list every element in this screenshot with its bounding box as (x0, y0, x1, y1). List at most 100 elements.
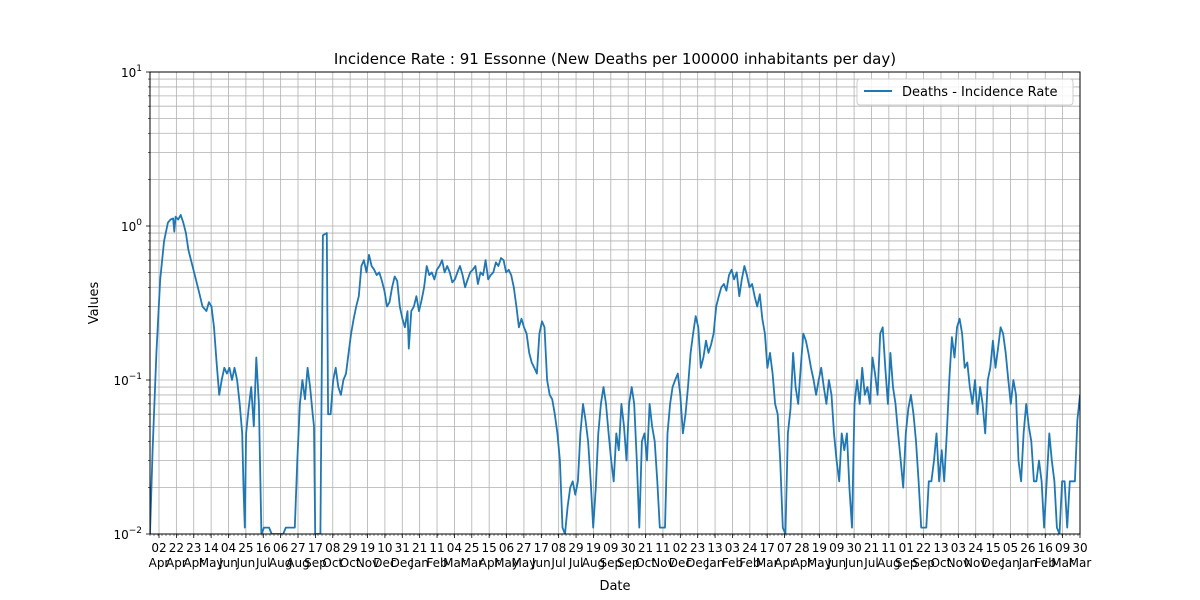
x-tick-day: 17 (534, 541, 549, 555)
x-tick-month: Apr (792, 556, 813, 570)
x-tick-day: 11 (881, 541, 896, 555)
x-tick-month: Oct (931, 556, 952, 570)
x-tick-month: Sep (912, 556, 935, 570)
x-tick-month: Jun (218, 556, 238, 570)
x-tick-day: 06 (499, 541, 514, 555)
x-tick-day: 04 (447, 541, 462, 555)
x-tick-month: Jul (568, 556, 583, 570)
series-line-deaths-incidence-rate (150, 214, 1080, 534)
x-tick-month: May (512, 556, 537, 570)
x-tick-day: 07 (777, 541, 792, 555)
x-tick-month: Sep (599, 556, 622, 570)
x-tick-day: 06 (273, 541, 288, 555)
x-tick-month: Feb (426, 556, 447, 570)
x-tick-day: 19 (360, 541, 375, 555)
x-tick-day: 24 (968, 541, 983, 555)
x-tick-month: Sep (895, 556, 918, 570)
x-tick-day: 05 (1003, 541, 1018, 555)
x-tick-day: 02 (151, 541, 166, 555)
x-tick-day: 09 (603, 541, 618, 555)
x-axis-ticks: 02Apr22Apr23Apr14May04Jun25Jun16Jul06Aug… (149, 534, 1091, 570)
x-tick-month: Sep (304, 556, 327, 570)
x-tick-month: Dec (686, 556, 709, 570)
x-tick-month: Nov (964, 556, 987, 570)
legend: Deaths - Incidence Rate (856, 78, 1074, 106)
x-tick-day: 29 (343, 541, 358, 555)
x-axis-label: Date (599, 579, 630, 594)
x-tick-month: Dec (391, 556, 414, 570)
x-tick-month: Mar (443, 556, 466, 570)
x-tick-month: Sep (617, 556, 640, 570)
x-tick-month: Jul (863, 556, 878, 570)
x-tick-day: 22 (169, 541, 184, 555)
y-tick-exponent: −2 (129, 526, 142, 536)
x-tick-day: 26 (1020, 541, 1035, 555)
x-tick-day: 30 (621, 541, 636, 555)
x-tick-day: 17 (760, 541, 775, 555)
x-tick-day: 21 (864, 541, 879, 555)
x-tick-day: 11 (655, 541, 670, 555)
x-tick-day: 23 (186, 541, 201, 555)
x-tick-day: 22 (916, 541, 931, 555)
y-axis-label: Values (87, 282, 102, 325)
x-tick-day: 15 (482, 541, 497, 555)
x-tick-day: 27 (290, 541, 305, 555)
x-tick-month: Aug (269, 556, 292, 570)
x-tick-month: Jun (844, 556, 864, 570)
x-tick-day: 04 (221, 541, 236, 555)
x-tick-day: 25 (464, 541, 479, 555)
x-tick-day: 13 (933, 541, 948, 555)
x-tick-month: May (199, 556, 224, 570)
x-tick-month: Jul (550, 556, 565, 570)
y-tick-exponent: −1 (129, 372, 142, 382)
x-tick-month: Jan (1000, 556, 1020, 570)
x-tick-month: May (807, 556, 832, 570)
x-tick-day: 02 (673, 541, 688, 555)
x-tick-month: May (494, 556, 519, 570)
x-tick-day: 21 (638, 541, 653, 555)
x-tick-month: Jun (236, 556, 256, 570)
x-tick-month: Nov (356, 556, 379, 570)
x-tick-month: Oct (340, 556, 361, 570)
x-tick-month: Dec (981, 556, 1004, 570)
x-tick-day: 16 (1038, 541, 1053, 555)
x-tick-month: Mar (756, 556, 779, 570)
x-tick-day: 03 (951, 541, 966, 555)
plot-frame (149, 71, 1081, 535)
x-tick-month: Oct (322, 556, 343, 570)
x-tick-day: 27 (516, 541, 531, 555)
x-tick-day: 30 (1072, 541, 1087, 555)
x-tick-day: 23 (690, 541, 705, 555)
x-tick-month: Feb (722, 556, 743, 570)
x-tick-month: Aug (582, 556, 605, 570)
x-tick-day: 21 (412, 541, 427, 555)
legend-entry: Deaths - Incidence Rate (902, 85, 1057, 100)
x-tick-day: 31 (395, 541, 410, 555)
x-tick-month: Jun (531, 556, 551, 570)
x-tick-day: 15 (985, 541, 1000, 555)
x-tick-day: 11 (429, 541, 444, 555)
x-tick-month: Jan (705, 556, 725, 570)
x-tick-month: Apr (166, 556, 187, 570)
x-tick-month: Nov (651, 556, 674, 570)
x-tick-month: Dec (669, 556, 692, 570)
x-tick-day: 17 (308, 541, 323, 555)
x-tick-day: 09 (829, 541, 844, 555)
x-tick-month: Mar (1051, 556, 1074, 570)
x-tick-month: Feb (739, 556, 760, 570)
x-tick-day: 25 (238, 541, 253, 555)
x-tick-day: 24 (742, 541, 757, 555)
x-tick-day: 03 (725, 541, 740, 555)
x-tick-day: 01 (899, 541, 914, 555)
y-tick-exponent: 0 (136, 218, 142, 228)
y-tick-exponent: 1 (136, 64, 142, 74)
x-tick-month: Aug (877, 556, 900, 570)
x-tick-month: Oct (635, 556, 656, 570)
x-tick-month: Apr (774, 556, 795, 570)
x-tick-day: 19 (586, 541, 601, 555)
x-tick-month: Jun (826, 556, 846, 570)
x-tick-month: Aug (286, 556, 309, 570)
x-tick-month: Dec (373, 556, 396, 570)
x-tick-month: Feb (1035, 556, 1056, 570)
